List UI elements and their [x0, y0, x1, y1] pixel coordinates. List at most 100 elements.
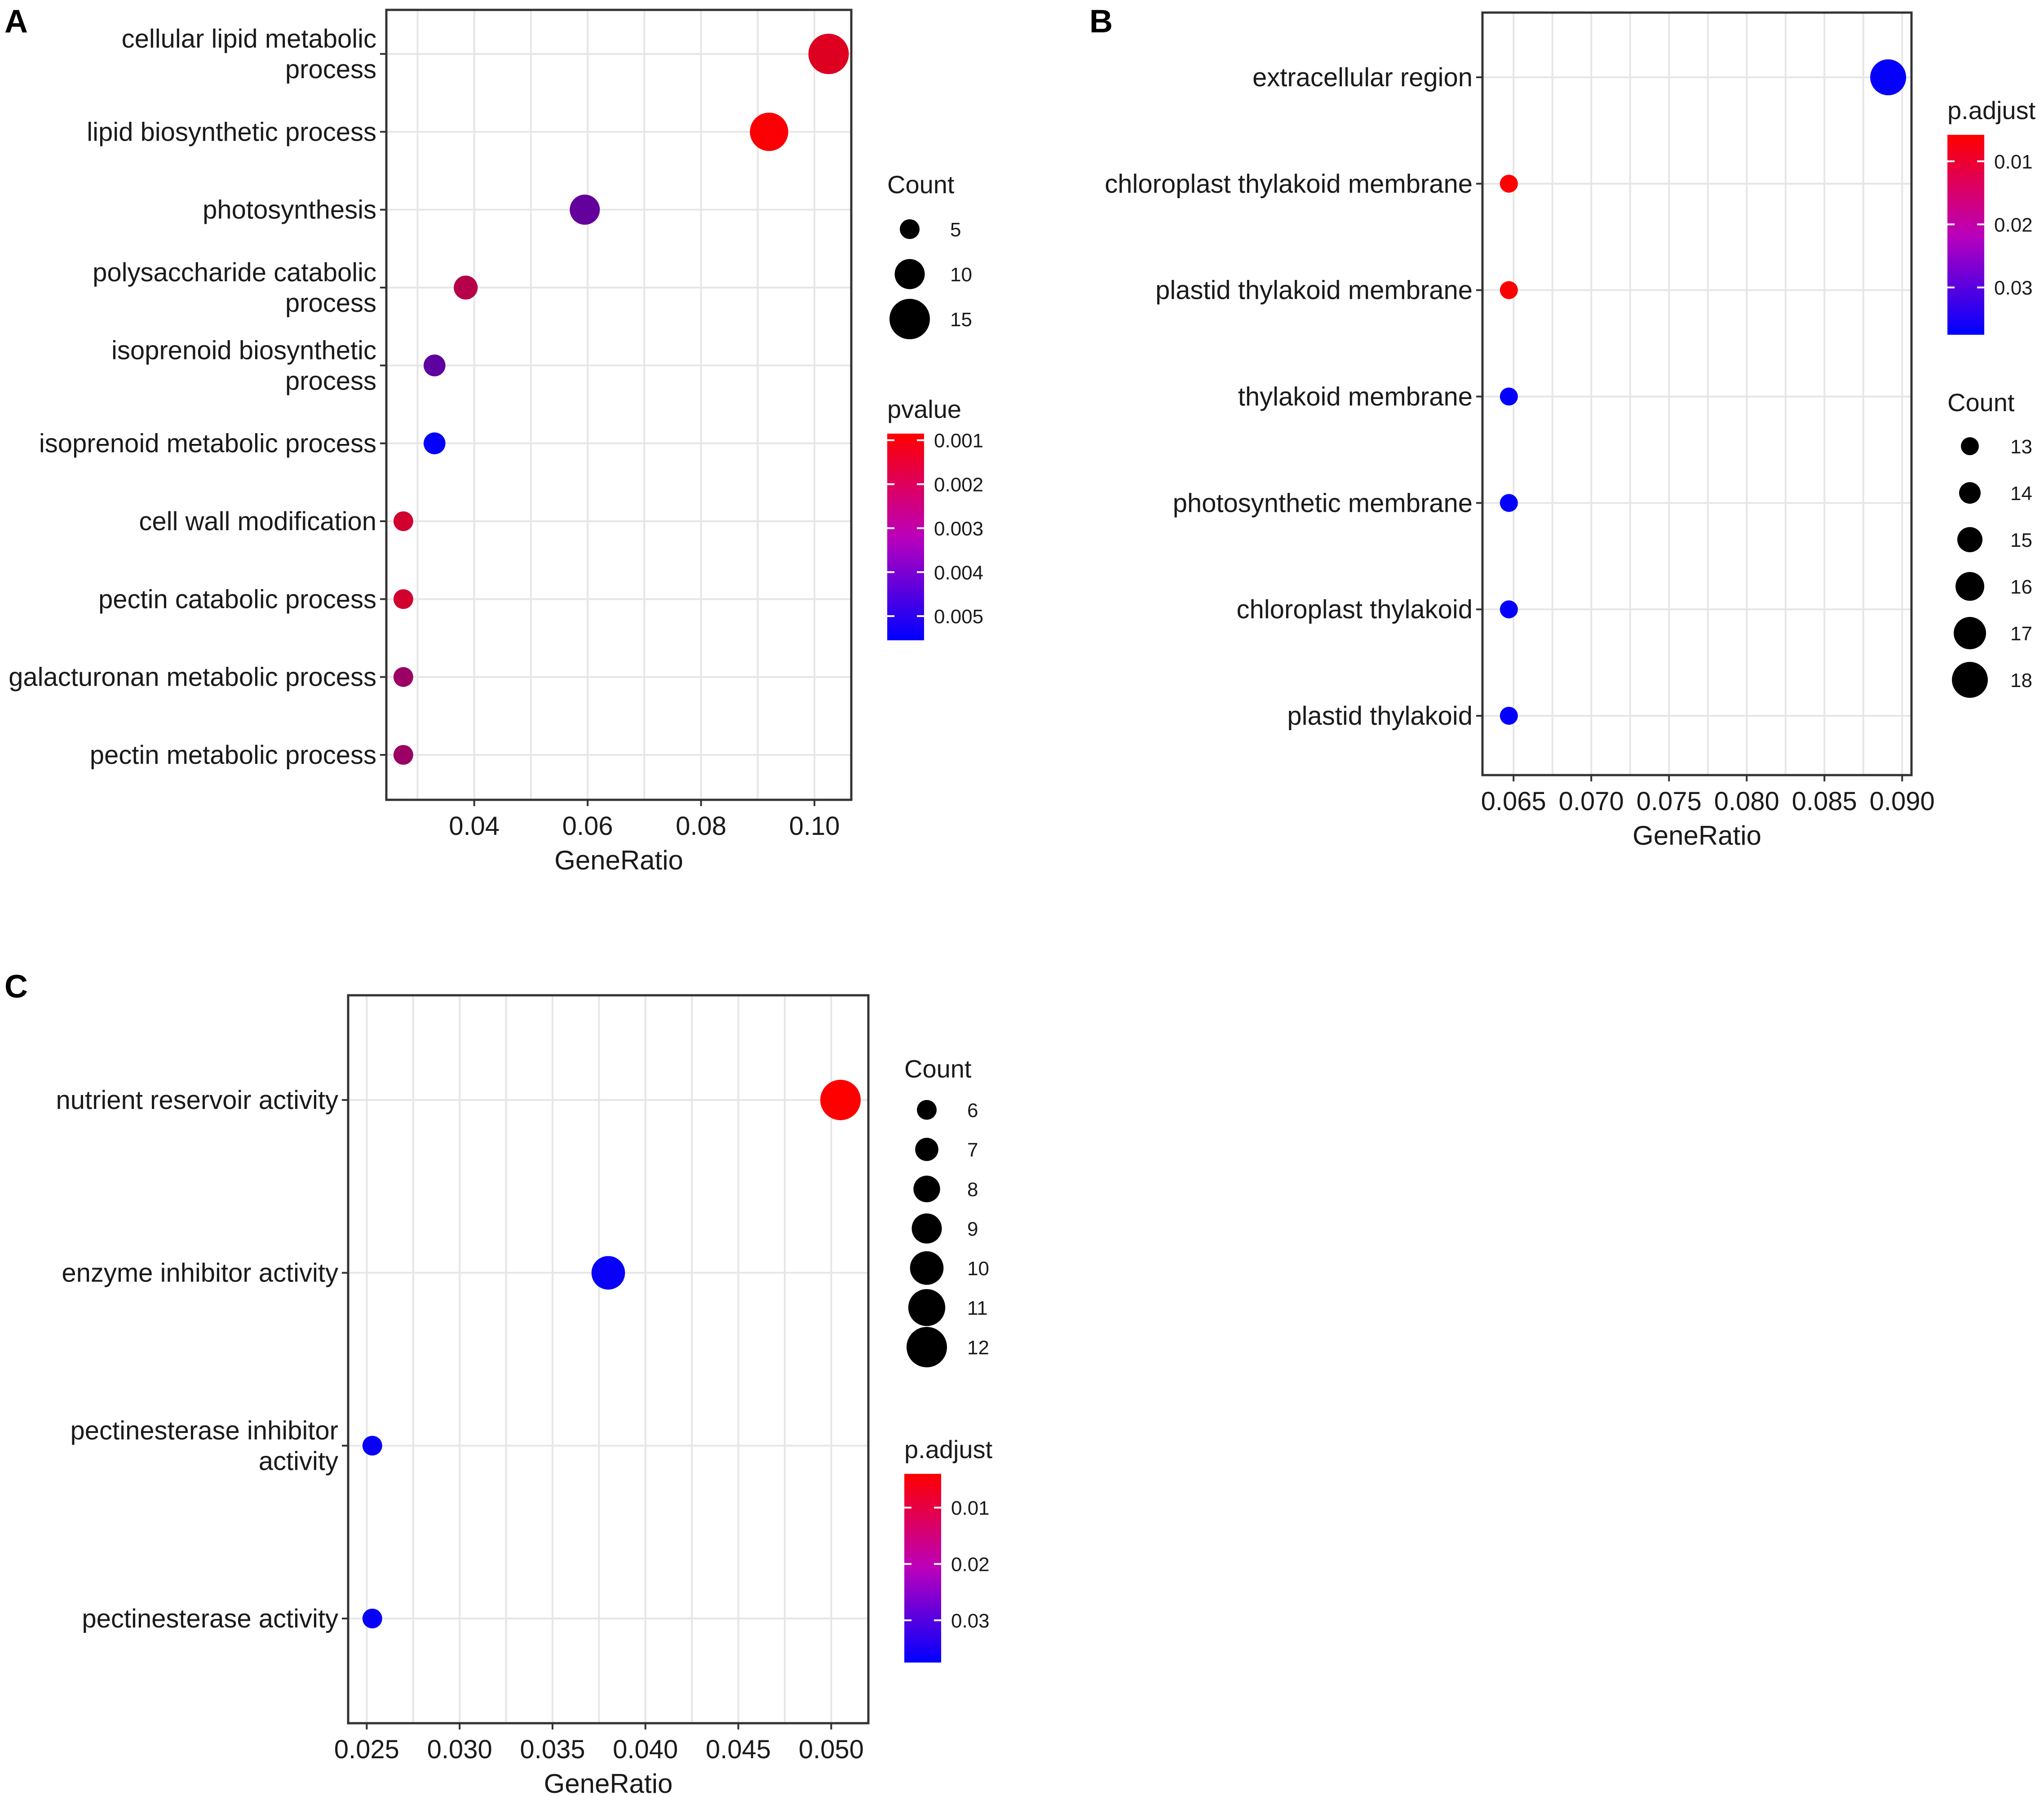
- data-point: [591, 1256, 625, 1290]
- data-point: [1500, 494, 1518, 512]
- category-label: plastid thylakoid: [1287, 701, 1473, 731]
- size-legend-label: 10: [967, 1258, 989, 1280]
- size-legend-dot: [917, 1100, 937, 1120]
- size-legend-label: 8: [967, 1179, 978, 1201]
- color-legend-label: 0.03: [1994, 277, 2033, 299]
- category-label: polysaccharide catabolic: [93, 258, 376, 287]
- size-legend-label: 18: [2010, 670, 2032, 692]
- size-legend-label: 14: [2010, 483, 2032, 505]
- size-legend-dot: [1956, 572, 1984, 601]
- data-point: [423, 432, 446, 454]
- size-legend-label: 12: [967, 1337, 989, 1359]
- color-legend-title: p.adjust: [904, 1435, 993, 1463]
- size-legend-title: Count: [904, 1055, 972, 1083]
- x-tick-label: 0.065: [1481, 787, 1546, 816]
- size-legend-label: 10: [950, 264, 972, 286]
- x-tick-label: 0.080: [1714, 787, 1779, 816]
- size-legend-label: 11: [967, 1297, 988, 1319]
- data-point: [750, 112, 788, 151]
- data-point: [820, 1080, 861, 1120]
- category-label: process: [285, 366, 376, 395]
- category-label: isoprenoid metabolic process: [39, 429, 376, 458]
- color-legend-label: 0.01: [951, 1497, 990, 1519]
- panel-c-molecular-function: 0.025 0.030 0.035 0.040 0.045 0.050 GeneRatio n…: [56, 994, 993, 1796]
- color-legend-label: 0.03: [951, 1610, 990, 1632]
- panel-a-biological-process: 0.04 0.06 0.08 0.10 GeneRatio cellular lipid …: [9, 9, 983, 875]
- category-label: photosynthesis: [203, 195, 376, 225]
- size-legend-label: 9: [967, 1218, 978, 1240]
- category-label: lipid biosynthetic process: [87, 117, 376, 146]
- size-legend-label: 15: [950, 309, 972, 331]
- x-tick-label: 0.06: [562, 812, 613, 841]
- data-point: [423, 355, 446, 377]
- category-label: nutrient reservoir activity: [56, 1086, 338, 1115]
- plot-frame: [1481, 11, 1913, 776]
- size-legend-label: 13: [2010, 436, 2032, 458]
- category-label: thylakoid membrane: [1238, 382, 1473, 412]
- x-tick-label: 0.045: [706, 1735, 771, 1764]
- category-label: galacturonan metabolic process: [9, 663, 376, 692]
- size-legend-dot: [889, 299, 930, 339]
- color-legend-label: 0.003: [934, 518, 983, 540]
- size-legend-label: 15: [2010, 529, 2032, 551]
- x-tick-label: 0.085: [1792, 787, 1857, 816]
- data-point: [454, 275, 478, 300]
- x-tick-label: 0.075: [1637, 787, 1702, 816]
- x-axis-title: GeneRatio: [1633, 820, 1761, 851]
- size-legend-label: 6: [967, 1100, 978, 1122]
- category-label: extracellular region: [1252, 63, 1473, 92]
- plot-frame: [385, 9, 853, 801]
- category-label: pectin metabolic process: [90, 741, 376, 770]
- color-legend-label: 0.02: [951, 1554, 990, 1576]
- color-legend-title: pvalue: [887, 395, 961, 423]
- size-legend-dot: [1952, 662, 1988, 698]
- data-point: [393, 667, 413, 687]
- data-point: [570, 195, 600, 225]
- data-point: [362, 1436, 382, 1456]
- category-label: chloroplast thylakoid membrane: [1105, 169, 1473, 199]
- category-label: chloroplast thylakoid: [1236, 595, 1473, 624]
- color-legend-label: 0.02: [1994, 214, 2033, 236]
- data-point: [1500, 600, 1518, 619]
- plot-frame: [347, 994, 870, 1725]
- data-point: [808, 34, 849, 74]
- size-legend-dot: [1961, 437, 1979, 455]
- color-legend-bar: [1947, 135, 1984, 335]
- category-label: cell wall modification: [139, 507, 376, 536]
- data-point: [393, 511, 413, 531]
- panel-letter-b: B: [1089, 4, 1113, 40]
- x-tick-label: 0.090: [1870, 787, 1935, 816]
- category-label: cellular lipid metabolic: [122, 24, 376, 53]
- color-legend-bar: [887, 434, 924, 640]
- size-legend-dot: [913, 1175, 940, 1202]
- size-legend-label: 17: [2010, 623, 2032, 645]
- category-label: pectin catabolic process: [98, 585, 376, 614]
- x-tick-label: 0.04: [449, 812, 500, 841]
- size-legend-dot: [900, 219, 920, 239]
- color-legend-label: 0.005: [934, 606, 983, 628]
- color-legend-bar: [904, 1474, 941, 1663]
- size-legend-label: 16: [2010, 576, 2032, 598]
- color-legend-label: 0.001: [934, 430, 983, 452]
- category-label: enzyme inhibitor activity: [62, 1259, 338, 1288]
- color-legend-label: 0.01: [1994, 151, 2033, 173]
- color-legend-label: 0.004: [934, 562, 983, 584]
- category-label: process: [285, 55, 376, 84]
- size-legend-label: 7: [967, 1139, 978, 1161]
- size-legend-title: Count: [887, 170, 955, 199]
- data-point: [1500, 281, 1518, 299]
- size-legend-dot: [1954, 617, 1986, 649]
- data-point: [393, 745, 413, 765]
- x-axis-title: GeneRatio: [544, 1769, 673, 1796]
- data-point: [1500, 174, 1518, 193]
- size-legend-dot: [1957, 527, 1982, 552]
- x-tick-label: 0.040: [613, 1735, 678, 1764]
- category-label: plastid thylakoid membrane: [1155, 276, 1473, 305]
- category-label: process: [285, 288, 376, 318]
- category-label: pectinesterase inhibitor: [71, 1416, 338, 1445]
- category-label: isoprenoid biosynthetic: [111, 336, 376, 365]
- data-point: [1870, 59, 1907, 95]
- x-tick-label: 0.025: [334, 1735, 399, 1764]
- x-tick-label: 0.030: [427, 1735, 492, 1764]
- size-legend-dot: [915, 1138, 938, 1161]
